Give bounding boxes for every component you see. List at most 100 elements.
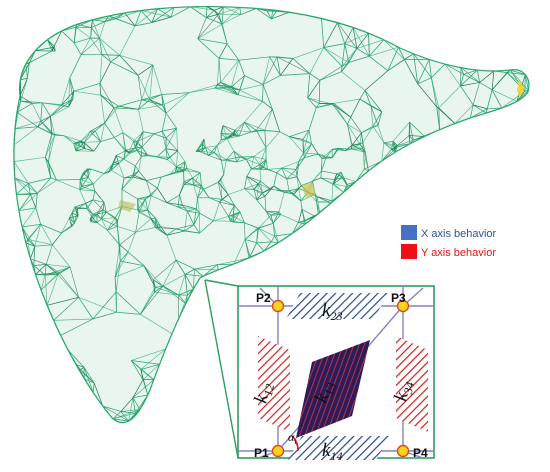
mesh-edge [260,180,271,190]
mesh-edge [472,82,480,105]
mesh-edge [16,183,29,195]
mesh-edge [157,177,162,189]
mesh-edge [169,157,177,168]
mesh-edge [231,75,245,88]
mesh-edge [96,211,107,215]
mesh-edge [460,82,480,87]
mesh-edge [114,162,119,164]
mesh-edge [201,143,203,152]
mesh-edge [234,205,241,213]
mesh-edge [118,158,125,164]
mesh-edge [258,215,272,229]
mesh-edge [361,125,374,134]
mesh-edge [364,90,372,107]
mesh-edge [176,161,186,168]
mesh-edge [18,192,38,211]
mesh-edge [14,126,38,129]
mesh-edge [258,228,272,243]
mesh-edge [289,129,310,138]
mesh-edge [61,217,70,234]
mesh-edge [408,122,410,136]
mesh-edge [51,133,65,137]
node-p3-marker [396,299,410,313]
mesh-edge [220,81,240,91]
mesh-edge [161,92,190,95]
mesh-edge [276,167,282,173]
mesh-edge [147,195,152,211]
mesh-edge [150,218,159,228]
mesh-edge [216,138,228,147]
mesh-edge [255,130,267,148]
mesh-edge [102,202,105,210]
node-p3: P3 [391,291,410,313]
mesh-edge [298,157,305,162]
mesh-edge [234,130,240,137]
spring-k14-main: k [322,440,331,461]
mesh-edge [392,141,395,151]
mesh-edge [61,30,75,44]
mesh-edge [116,155,124,160]
mesh-edge [221,159,227,161]
mesh-edge [409,122,414,141]
mesh-edge [293,193,302,202]
mesh-edge [333,173,337,184]
mesh-edge [395,143,410,148]
mesh-yellow-spot [302,182,316,198]
mesh-edge [132,379,154,398]
angle-sub: i [294,437,296,446]
mesh-edge [341,71,366,91]
mesh-edge [82,168,91,174]
mesh-edge [359,132,362,145]
mesh-edge [196,208,200,214]
angle-arc [291,435,299,452]
mesh-edge [72,91,75,100]
mesh-edge [351,132,362,146]
mesh-edge [454,104,474,124]
mesh-edge [256,242,265,252]
mesh-edge [74,206,87,209]
mesh-edge [122,132,126,152]
mesh-edge [50,116,56,136]
mesh-edge [147,209,156,219]
mesh-edge [265,210,280,213]
mesh-edge [35,274,46,276]
mesh-edge [303,152,305,158]
mesh-edge [184,268,195,275]
spring-k23: k23 [286,293,388,323]
mesh-edge [472,104,487,114]
mesh-edge [218,43,228,59]
mesh-edge [217,257,250,266]
spring-k14-label: k14 [322,440,342,463]
mesh-edge [132,170,139,178]
mesh-edge [524,74,529,91]
mesh-edge [315,103,320,108]
mesh-edge [237,75,245,96]
mesh-edge [197,38,220,59]
mesh-edge [397,135,410,146]
mesh-edge [253,147,267,157]
mesh-edge [71,212,75,224]
mesh-edge [27,62,30,79]
mesh-edge [185,274,204,277]
mesh-edge [256,241,272,244]
mesh-edge [220,179,223,200]
mesh-edge [182,204,197,210]
mesh-edge [238,94,263,102]
mesh-edge [444,63,464,75]
mesh-edge [100,94,115,109]
mesh-edge [236,156,241,163]
mesh-edge [120,411,136,414]
mesh-edge [34,224,42,247]
mesh-edge [317,153,327,159]
mesh-edge [136,150,148,155]
mesh-edge [183,177,193,185]
mesh-edge [270,211,280,216]
mesh-edge [60,318,94,336]
mesh-edge [227,194,235,206]
mesh-edge [104,107,115,124]
mesh-edge [230,220,245,224]
mesh-edge [80,37,91,55]
mesh-edge [120,251,129,262]
mesh-edge [44,134,56,158]
zoom-connectors [204,279,239,459]
